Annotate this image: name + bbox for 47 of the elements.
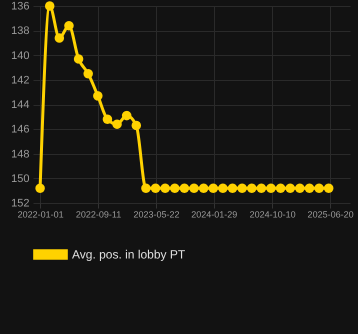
point	[295, 183, 305, 193]
point	[304, 183, 314, 193]
point	[150, 183, 160, 193]
point	[112, 119, 122, 129]
x-tick-label: 2024-01-29	[191, 210, 238, 220]
x-tick-label: 2025-06-20	[308, 210, 354, 220]
y-tick-label: 148	[11, 148, 30, 160]
point	[44, 1, 54, 11]
x-tick-label: 2023-05-22	[133, 210, 180, 220]
point	[314, 183, 324, 193]
point	[266, 183, 276, 193]
point	[246, 183, 256, 193]
point	[189, 183, 199, 193]
x-tick-label: 2022-01-01	[18, 210, 64, 220]
point	[198, 183, 208, 193]
point	[102, 114, 112, 124]
y-tick-label: 146	[11, 124, 30, 136]
y-tick-label: 150	[11, 172, 30, 185]
point	[83, 68, 93, 78]
point	[160, 183, 170, 193]
point	[141, 183, 151, 193]
point	[276, 183, 286, 193]
point	[237, 183, 247, 193]
point	[132, 120, 142, 130]
y-tick-label: 152	[11, 198, 30, 210]
x-tick-label: 2024-10-10	[250, 210, 296, 220]
legend-label: Avg. pos. in lobby PT	[72, 248, 186, 262]
point	[256, 183, 266, 193]
point	[35, 183, 45, 193]
x-tick-label: 2022-09-11	[76, 210, 122, 220]
point	[228, 183, 238, 193]
point	[324, 183, 334, 193]
point	[170, 183, 180, 193]
point	[218, 183, 228, 193]
point	[208, 183, 218, 193]
y-tick-label: 136	[11, 0, 30, 12]
point	[64, 20, 74, 30]
point	[93, 91, 103, 101]
point	[285, 183, 295, 193]
point	[74, 54, 84, 64]
y-tick-label: 140	[11, 50, 30, 62]
point	[122, 110, 132, 120]
y-tick-label: 144	[11, 99, 30, 111]
y-tick-label: 138	[11, 25, 30, 38]
point	[54, 33, 64, 43]
y-tick-label: 142	[11, 74, 30, 86]
point	[180, 183, 190, 193]
